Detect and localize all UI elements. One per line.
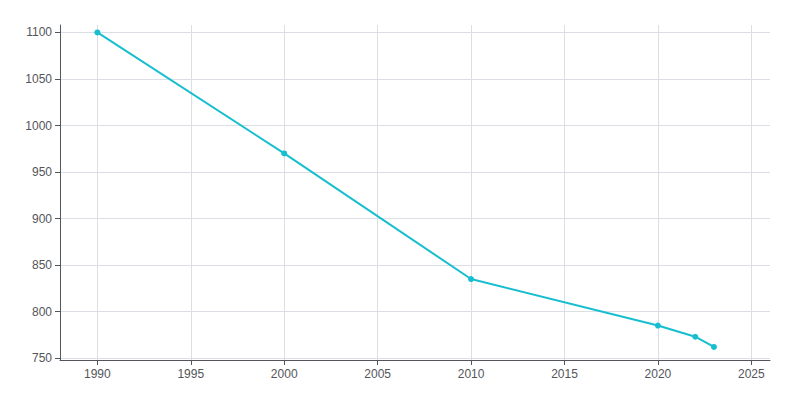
svg-text:2010: 2010: [458, 367, 485, 381]
svg-text:2005: 2005: [364, 367, 391, 381]
svg-text:2000: 2000: [271, 367, 298, 381]
svg-text:850: 850: [32, 258, 52, 272]
svg-text:1000: 1000: [25, 119, 52, 133]
svg-text:800: 800: [32, 305, 52, 319]
svg-text:950: 950: [32, 165, 52, 179]
svg-text:750: 750: [32, 351, 52, 365]
svg-text:1990: 1990: [84, 367, 111, 381]
svg-text:1050: 1050: [25, 72, 52, 86]
svg-text:900: 900: [32, 212, 52, 226]
svg-text:1995: 1995: [177, 367, 204, 381]
svg-text:2020: 2020: [645, 367, 672, 381]
svg-text:2015: 2015: [551, 367, 578, 381]
svg-text:1100: 1100: [26, 25, 52, 39]
svg-text:2025: 2025: [738, 367, 765, 381]
